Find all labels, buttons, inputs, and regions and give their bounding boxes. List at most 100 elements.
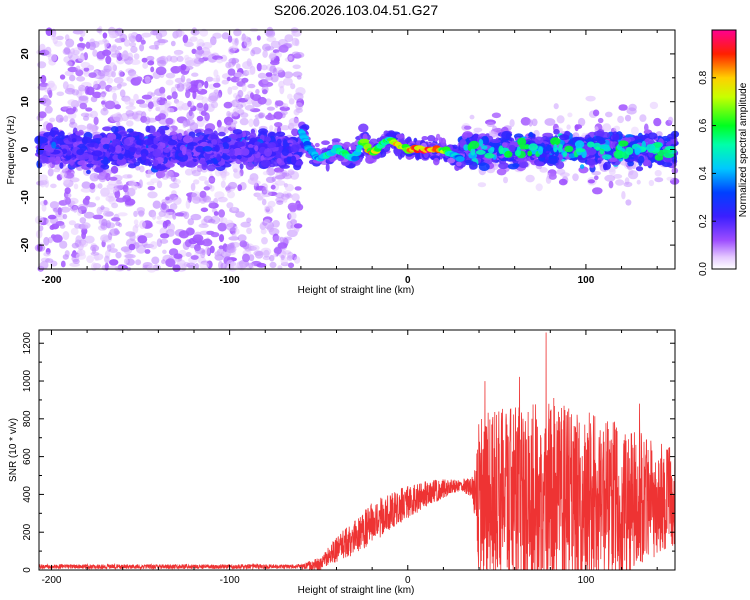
spectrogram-cell — [509, 119, 515, 128]
spectrogram-cell — [162, 249, 167, 254]
spectrogram-cell — [240, 112, 249, 118]
spectrogram-cell — [133, 53, 140, 60]
spectrogram-cell — [72, 258, 80, 264]
spectrogram-cell — [115, 221, 121, 226]
spectrogram-cell — [226, 202, 234, 209]
spectrogram-cell — [186, 78, 192, 84]
spectrogram-cell — [104, 255, 110, 264]
spectrogram-cell — [281, 193, 290, 200]
spectrogram-cell — [210, 101, 219, 109]
spectrogram-cell — [612, 133, 620, 141]
spectrogram-cell — [75, 235, 82, 244]
spectrogram-cell — [148, 45, 159, 50]
spectrogram-cell — [228, 263, 238, 272]
spectrogram-cell — [65, 108, 76, 115]
spectrogram-cell — [274, 180, 286, 186]
spectrogram-cell — [227, 112, 236, 117]
spectrogram-cell — [182, 120, 187, 129]
spectrogram-cell — [82, 115, 90, 121]
spectrogram-cell — [42, 98, 52, 107]
spectrogram-cell — [193, 179, 200, 185]
spectrogram-cell — [288, 211, 297, 220]
spectrogram-cell — [112, 139, 117, 147]
spectrogram-cell — [126, 174, 133, 179]
snr-x-label: Height of straight line (km) — [298, 585, 415, 596]
spectrogram-cell — [210, 134, 219, 140]
spectrogram-cell — [618, 140, 629, 147]
spectrogram-cell — [155, 165, 166, 172]
spectrogram-cell — [171, 91, 178, 100]
spectrogram-cell — [137, 183, 142, 189]
spectrogram-cell — [218, 234, 225, 243]
spectrogram-cell — [613, 125, 620, 132]
spectrogram-cell — [223, 127, 229, 134]
spectrogram-cell — [210, 36, 217, 46]
spectrogram-cell — [587, 141, 595, 148]
spectrogram-cell — [51, 141, 57, 149]
spectrogram-cell — [213, 69, 219, 78]
spectrogram-cell — [220, 180, 226, 188]
spectrogram-cell — [102, 107, 107, 112]
spectrogram-cell — [76, 76, 86, 82]
spectrogram-cell — [232, 163, 242, 172]
spectrogram-cell — [546, 144, 552, 152]
spectrogram-cell — [78, 95, 89, 101]
spectrogram-cell — [79, 217, 87, 224]
spectrogram-cell — [239, 240, 248, 248]
spectrogram-cell — [553, 144, 558, 153]
spectrogram-cell — [262, 78, 269, 85]
spectrogram-cell — [195, 145, 206, 153]
spectrogram-cell — [262, 89, 268, 95]
spectrogram-cell — [534, 136, 544, 144]
spectrogram-cell — [475, 149, 486, 155]
spectrogram-cell — [179, 160, 186, 168]
spectrogram-cell — [278, 144, 283, 153]
spectrogram-cell — [240, 221, 251, 228]
spectrogram-cell — [158, 98, 166, 106]
spectrogram-cell — [156, 215, 162, 220]
spectrogram-cell — [232, 147, 243, 157]
spectrogram-cell — [649, 101, 659, 110]
spectrogram-cell — [204, 80, 209, 89]
spectrogram-cell — [275, 100, 284, 107]
spectrogram-cell — [126, 128, 134, 133]
spectrogram-cell — [78, 250, 83, 257]
spectrogram-cell — [261, 64, 268, 71]
spectrogram-cell — [258, 128, 268, 135]
y-tick-label: 0 — [20, 146, 31, 152]
spectrogram-cell — [75, 65, 81, 71]
spectrogram-cell — [125, 105, 136, 110]
spectrogram-cell — [634, 147, 642, 155]
spectrogram-cell — [277, 265, 283, 270]
spectrogram-cell — [563, 151, 568, 157]
spectrogram-cell — [477, 182, 487, 188]
spectrogram-cell — [197, 82, 203, 92]
spectrogram-cell — [56, 91, 65, 97]
spectrogram-cell — [47, 214, 57, 220]
spectrogram-cell — [175, 30, 185, 37]
spectrogram-cell — [639, 114, 647, 122]
spectrogram-cell — [65, 197, 71, 205]
spectrogram-cell — [518, 160, 529, 169]
spectrogram-cell — [79, 102, 88, 110]
spectrogram-cell — [165, 170, 170, 179]
spectrogram-cell — [279, 106, 290, 112]
spectrogram-cell — [283, 103, 289, 108]
spectrogram-cell — [314, 142, 320, 148]
spectrogram-cell — [85, 107, 93, 112]
spectrogram-cell — [514, 149, 521, 157]
spectrogram-cell — [176, 82, 185, 92]
spectrogram-cell — [192, 234, 204, 242]
spectrogram-cell — [186, 262, 197, 268]
spectrogram-cell — [256, 262, 267, 268]
spectrogram-cell — [170, 40, 176, 47]
spectrogram-cell — [61, 144, 69, 150]
spectrogram-cell — [209, 245, 215, 254]
spectrogram-cell — [237, 234, 247, 242]
spectrogram-cell — [221, 172, 227, 181]
spectrogram-cell — [535, 161, 545, 167]
spectrogram-cell — [77, 54, 85, 62]
spectrogram-cell — [291, 128, 299, 137]
spectrogram-cell — [237, 184, 243, 192]
spectrogram-cell — [139, 103, 149, 108]
